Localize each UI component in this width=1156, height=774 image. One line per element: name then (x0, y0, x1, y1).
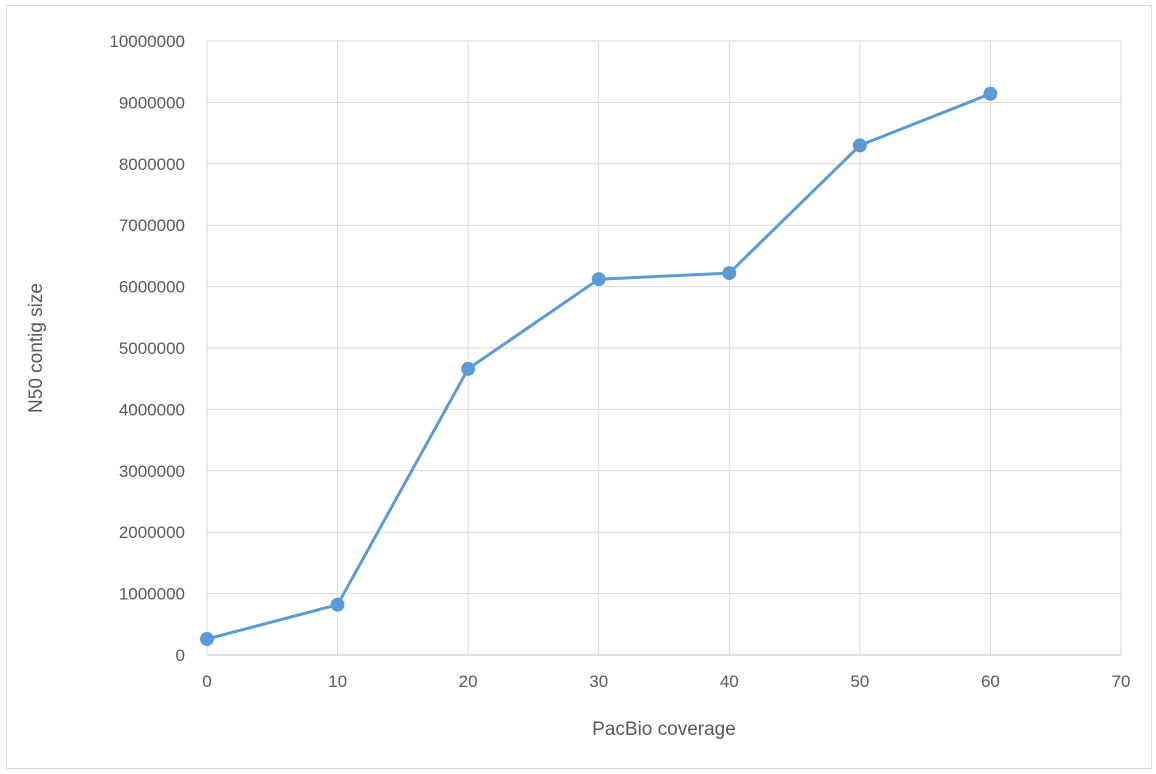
x-tick-label: 60 (981, 672, 1000, 691)
x-tick-label: 40 (720, 672, 739, 691)
y-tick-label: 6000000 (119, 278, 185, 297)
y-tick-label: 5000000 (119, 339, 185, 358)
data-point (461, 361, 476, 376)
x-tick-label: 0 (202, 672, 211, 691)
axes (206, 41, 1121, 656)
data-point (591, 272, 606, 287)
y-axis-title: N50 contig size (26, 283, 47, 413)
y-tick-label: 4000000 (119, 400, 185, 419)
y-tick-label: 10000000 (109, 32, 185, 51)
x-tick-label: 20 (459, 672, 478, 691)
series (200, 86, 998, 647)
y-tick-label: 9000000 (119, 93, 185, 112)
y-tick-label: 2000000 (119, 523, 185, 542)
data-point (722, 266, 737, 281)
data-point (330, 597, 345, 612)
data-point (983, 86, 998, 101)
x-tick-label: 50 (850, 672, 869, 691)
tick-labels: 0 1000000 2000000 3000000 4000000 5000000 6000… (109, 32, 1130, 691)
y-tick-label: 0 (176, 646, 185, 665)
y-tick-label: 3000000 (119, 462, 185, 481)
y-tick-label: 7000000 (119, 216, 185, 235)
x-tick-label: 70 (1112, 672, 1131, 691)
grid (207, 40, 1122, 655)
x-tick-label: 30 (589, 672, 608, 691)
y-tick-label: 1000000 (119, 585, 185, 604)
x-tick-label: 10 (328, 672, 347, 691)
data-point (200, 632, 214, 647)
x-axis-title: PacBio coverage (592, 719, 736, 740)
data-point (852, 138, 867, 153)
chart-frame (6, 5, 1152, 769)
y-tick-label: 8000000 (119, 155, 185, 174)
